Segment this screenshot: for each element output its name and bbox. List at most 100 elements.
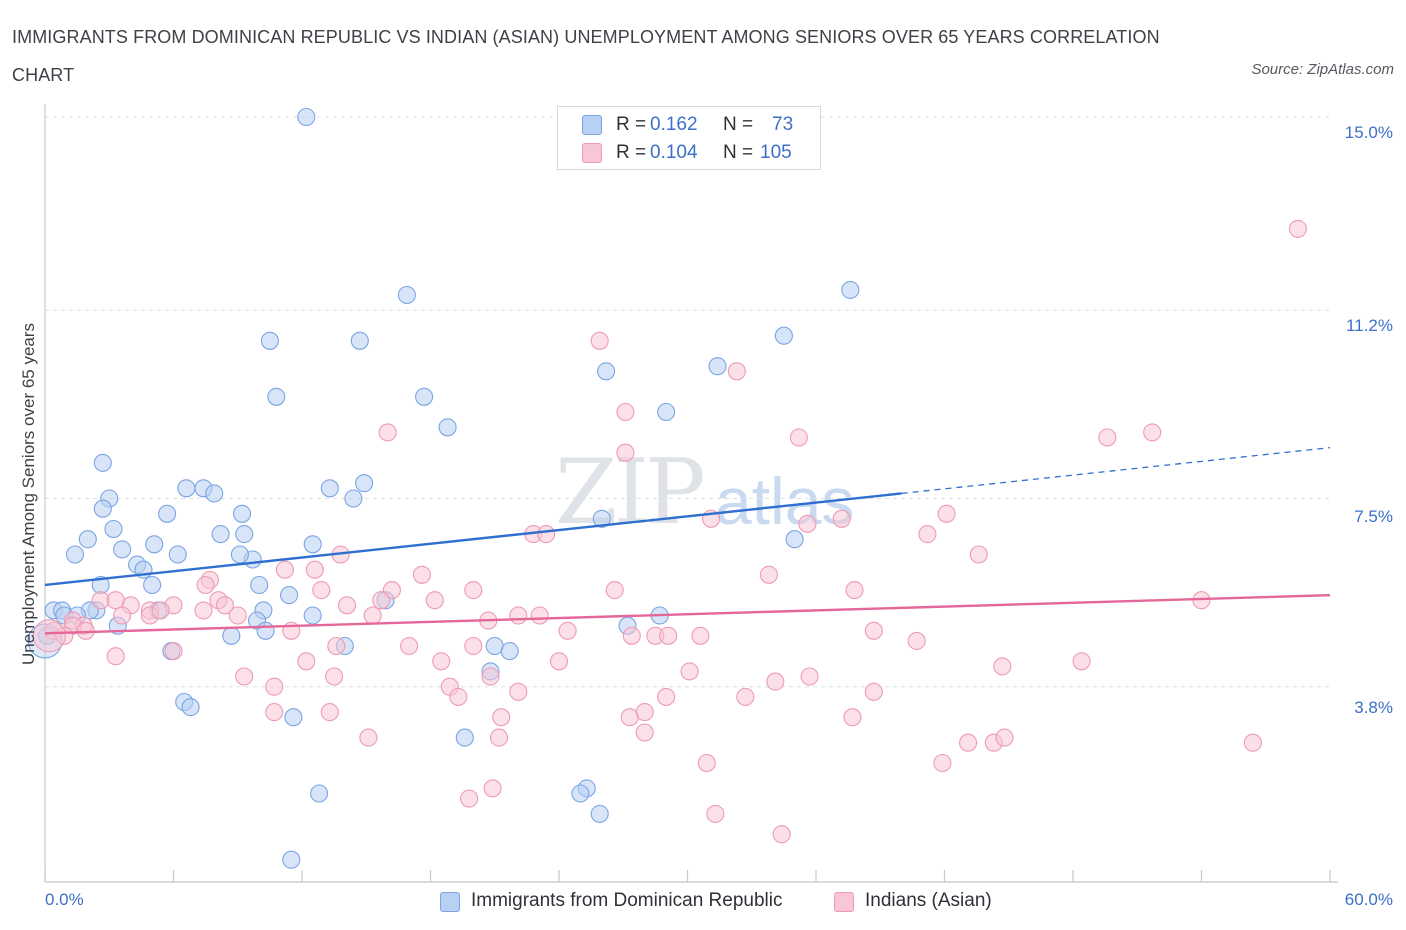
- trend-line-dominican: [44, 492, 902, 587]
- correlation-legend: R = 0.162 N = 73 R = 0.104 N = 105: [557, 106, 821, 170]
- data-point: [590, 331, 609, 350]
- data-point: [530, 606, 549, 625]
- legend-r-value: 0.162: [650, 114, 698, 135]
- data-point: [843, 708, 862, 727]
- data-point: [297, 652, 316, 671]
- data-point: [344, 489, 363, 508]
- data-point: [597, 362, 616, 381]
- data-point: [305, 560, 324, 579]
- data-point: [303, 606, 322, 625]
- data-point: [359, 728, 378, 747]
- data-point: [500, 642, 519, 661]
- data-point: [485, 636, 504, 656]
- data-point: [275, 560, 294, 579]
- data-point: [509, 606, 528, 625]
- chart-title: IMMIGRANTS FROM DOMINICAN REPUBLIC VS IN…: [12, 27, 1160, 85]
- data-point: [969, 545, 988, 564]
- data-point: [194, 601, 213, 620]
- legend-n-value: 73: [772, 114, 794, 135]
- data-point: [635, 723, 654, 742]
- data-point: [297, 107, 316, 127]
- data-point: [571, 784, 590, 803]
- data-point-cluster: [32, 619, 66, 653]
- data-point: [312, 581, 331, 600]
- data-point: [222, 626, 241, 645]
- data-point: [320, 703, 339, 722]
- data-point: [280, 586, 299, 605]
- legend-label: Immigrants from Dominican Republic: [471, 890, 783, 911]
- legend-swatch-pink: [834, 892, 854, 912]
- data-point: [310, 784, 329, 803]
- data-point: [325, 667, 344, 686]
- data-point: [284, 708, 303, 727]
- data-point: [993, 657, 1012, 676]
- data-point: [785, 530, 804, 549]
- data-point: [558, 621, 577, 640]
- data-point: [995, 728, 1014, 747]
- data-point: [320, 479, 339, 498]
- data-point: [841, 280, 860, 299]
- legend-r-label: R =: [616, 142, 647, 163]
- data-point: [164, 642, 183, 661]
- data-point: [549, 652, 569, 671]
- data-point: [907, 631, 926, 650]
- data-point: [483, 779, 502, 798]
- data-point: [397, 285, 416, 305]
- trend-line-indian: [44, 593, 1331, 635]
- y-tick-label: 7.5%: [1354, 507, 1393, 526]
- legend-swatch-pink: [582, 143, 602, 163]
- data-point: [363, 606, 382, 625]
- data-point: [616, 443, 635, 462]
- data-point: [425, 591, 444, 610]
- data-point: [659, 626, 678, 645]
- data-point: [691, 626, 710, 645]
- data-point: [680, 662, 699, 681]
- data-point: [113, 540, 132, 559]
- data-point: [492, 708, 511, 727]
- data-point: [143, 575, 162, 595]
- data-point: [158, 504, 177, 523]
- data-point: [736, 687, 755, 706]
- trend-lines: [44, 446, 1331, 635]
- data-point: [93, 499, 112, 518]
- data-point: [412, 565, 431, 584]
- data-point: [235, 525, 254, 544]
- data-point: [106, 591, 125, 610]
- legend-r-label: R =: [616, 114, 647, 135]
- source-label: Source: ZipAtlas.com: [1251, 61, 1394, 78]
- data-point: [181, 698, 200, 717]
- data-point: [832, 509, 851, 528]
- data-point: [1098, 428, 1117, 447]
- data-point: [864, 682, 883, 701]
- legend-r-value: 0.104: [650, 142, 698, 163]
- data-point: [449, 687, 468, 706]
- data-point: [378, 423, 397, 442]
- data-point: [772, 825, 791, 844]
- data-point: [937, 504, 956, 523]
- data-point: [605, 581, 624, 600]
- data-point: [104, 519, 123, 539]
- data-point: [590, 804, 609, 823]
- data-point: [78, 530, 97, 549]
- data-point: [372, 591, 391, 610]
- data-point: [464, 636, 483, 656]
- data-point: [1243, 733, 1262, 752]
- data-point: [460, 789, 479, 808]
- data-point: [303, 535, 322, 554]
- data-point: [933, 753, 952, 773]
- legend-swatch-blue: [440, 892, 460, 912]
- data-point: [327, 636, 346, 656]
- data-point: [113, 606, 132, 625]
- data-point: [415, 387, 434, 406]
- data-point: [232, 504, 252, 523]
- data-point: [267, 387, 286, 406]
- data-point: [282, 850, 301, 869]
- data-point: [211, 525, 230, 544]
- data-point: [727, 362, 746, 381]
- data-point: [205, 484, 224, 503]
- data-point: [256, 621, 275, 640]
- legend-label: Indians (Asian): [865, 890, 992, 911]
- data-point: [800, 667, 819, 686]
- data-point: [177, 479, 196, 498]
